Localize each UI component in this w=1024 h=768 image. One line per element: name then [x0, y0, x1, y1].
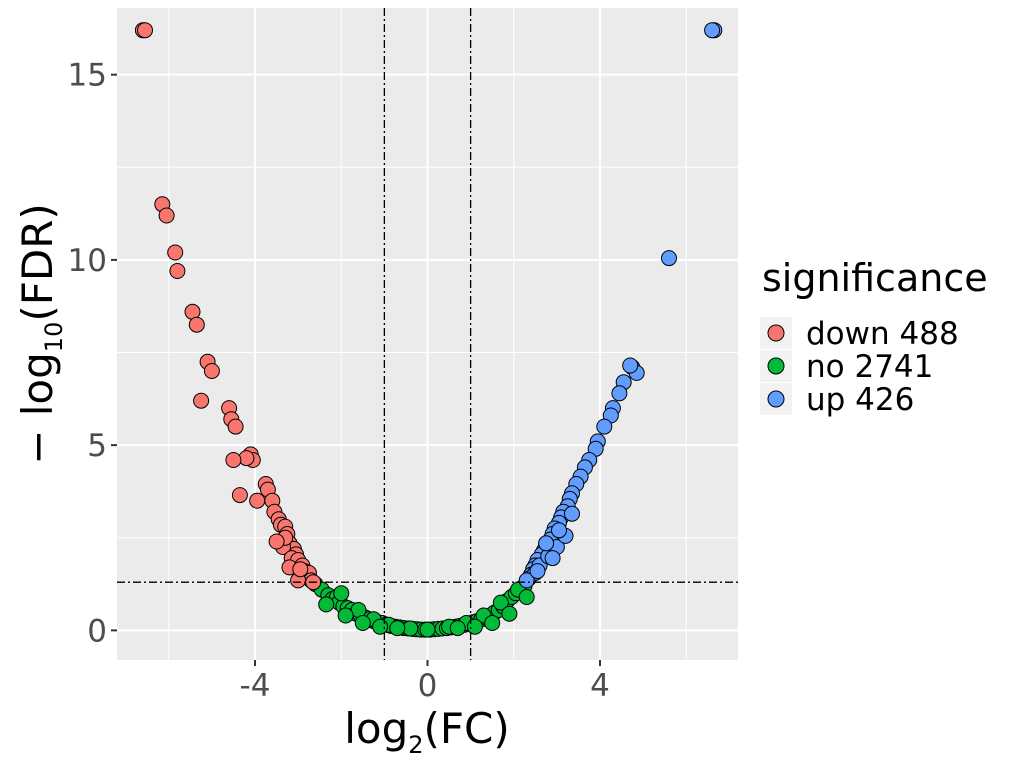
data-point-no: [518, 589, 535, 605]
data-point-up: [544, 550, 561, 567]
data-point-up: [622, 357, 639, 374]
data-point-no: [492, 594, 509, 611]
x-tick-label: 4: [590, 668, 610, 704]
data-points: [134, 22, 723, 638]
data-point-no: [372, 618, 389, 635]
data-point-up: [564, 505, 580, 522]
data-point-down: [225, 452, 242, 468]
data-point-no: [318, 596, 335, 613]
legend-key-up: [767, 390, 785, 408]
data-point-down: [268, 533, 285, 550]
threshold-lines: [117, 8, 738, 660]
data-point-no: [466, 618, 483, 635]
data-point-down: [158, 207, 175, 224]
data-point-down: [167, 244, 184, 261]
data-point-up: [704, 22, 721, 39]
data-point-no: [337, 607, 354, 624]
legend-label-up: up 426: [806, 382, 914, 418]
data-point-up: [661, 250, 677, 267]
data-point-up: [538, 535, 555, 552]
data-point-down: [292, 561, 309, 578]
data-point-no: [484, 615, 501, 631]
data-point-down: [137, 22, 153, 39]
data-point-down: [227, 418, 244, 435]
data-point-up: [529, 563, 546, 580]
legend-key-down: [767, 324, 785, 342]
y-tick-label: 10: [68, 243, 107, 279]
y-tick-label: 5: [87, 428, 107, 464]
axes: -4 0 4 0 5 10 15: [68, 58, 610, 704]
data-point-no: [389, 620, 406, 637]
data-point-up: [518, 572, 535, 589]
data-point-down: [188, 316, 205, 333]
data-point-up: [551, 522, 567, 539]
data-point-no: [501, 605, 518, 622]
x-tick-label: 0: [418, 668, 438, 704]
legend-label-down: down 488: [806, 316, 959, 352]
data-point-down: [203, 363, 220, 379]
legend-title: significance: [762, 256, 988, 300]
data-point-no: [449, 620, 466, 637]
data-point-up: [611, 385, 628, 402]
data-point-no: [333, 585, 350, 602]
data-point-down: [193, 392, 210, 409]
data-point-up: [596, 418, 613, 435]
x-tick-label: -4: [240, 668, 271, 704]
data-point-down: [231, 487, 248, 504]
x-axis-title: log2(FC): [344, 704, 510, 759]
data-point-no: [419, 621, 436, 638]
y-tick-label: 0: [87, 613, 107, 649]
legend-key-no: [767, 357, 785, 375]
y-axis-title: − log10(FDR): [13, 203, 68, 465]
legend-label-no: no 2741: [806, 349, 933, 385]
data-point-down: [169, 263, 186, 279]
y-tick-label: 15: [68, 58, 107, 94]
data-point-no: [354, 615, 371, 631]
